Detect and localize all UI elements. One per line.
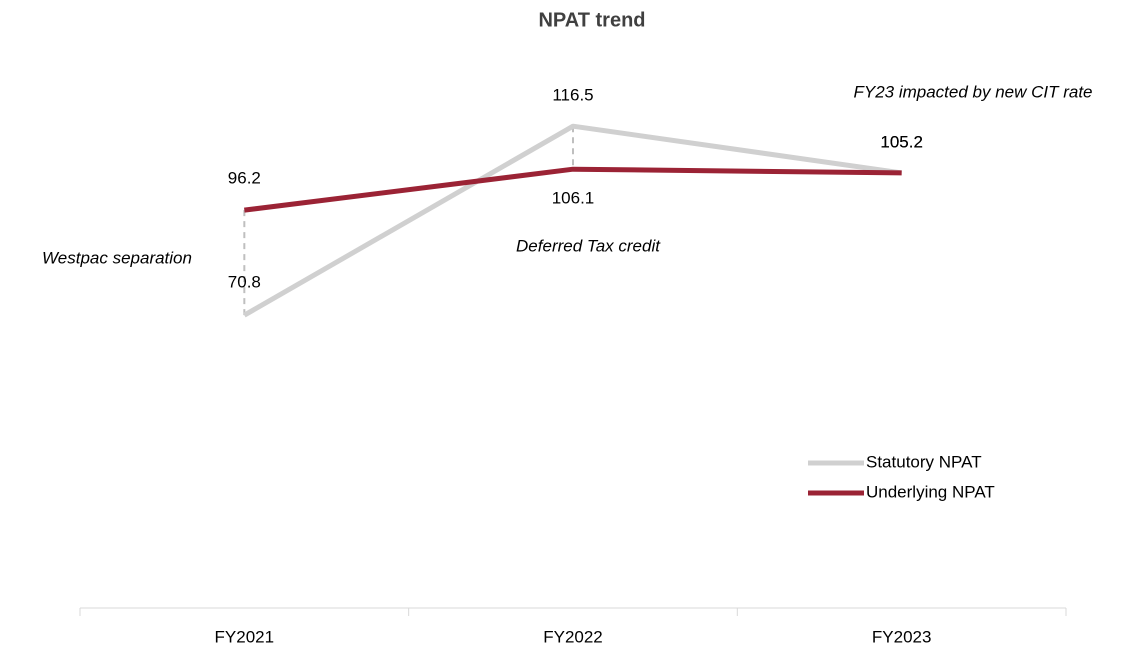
series-line [244, 166, 902, 213]
series-line [243, 123, 903, 318]
data-label: 105.2 [880, 132, 923, 151]
x-tick-label: FY2022 [543, 627, 603, 646]
legend-label: Underlying NPAT [866, 482, 995, 501]
data-label: 106.1 [552, 189, 595, 208]
chart-title: NPAT trend [538, 9, 645, 31]
x-tick-label: FY2021 [215, 627, 275, 646]
annotation: FY23 impacted by new CIT rate [853, 82, 1092, 101]
annotation: Deferred Tax credit [516, 236, 661, 255]
data-label: 70.8 [228, 273, 261, 292]
x-tick-label: FY2023 [872, 627, 932, 646]
data-label: 96.2 [228, 169, 261, 188]
data-label: 105.2 [880, 132, 923, 151]
legend-label: Statutory NPAT [866, 452, 982, 471]
annotation: Westpac separation [42, 248, 192, 267]
data-label: 116.5 [552, 86, 593, 105]
